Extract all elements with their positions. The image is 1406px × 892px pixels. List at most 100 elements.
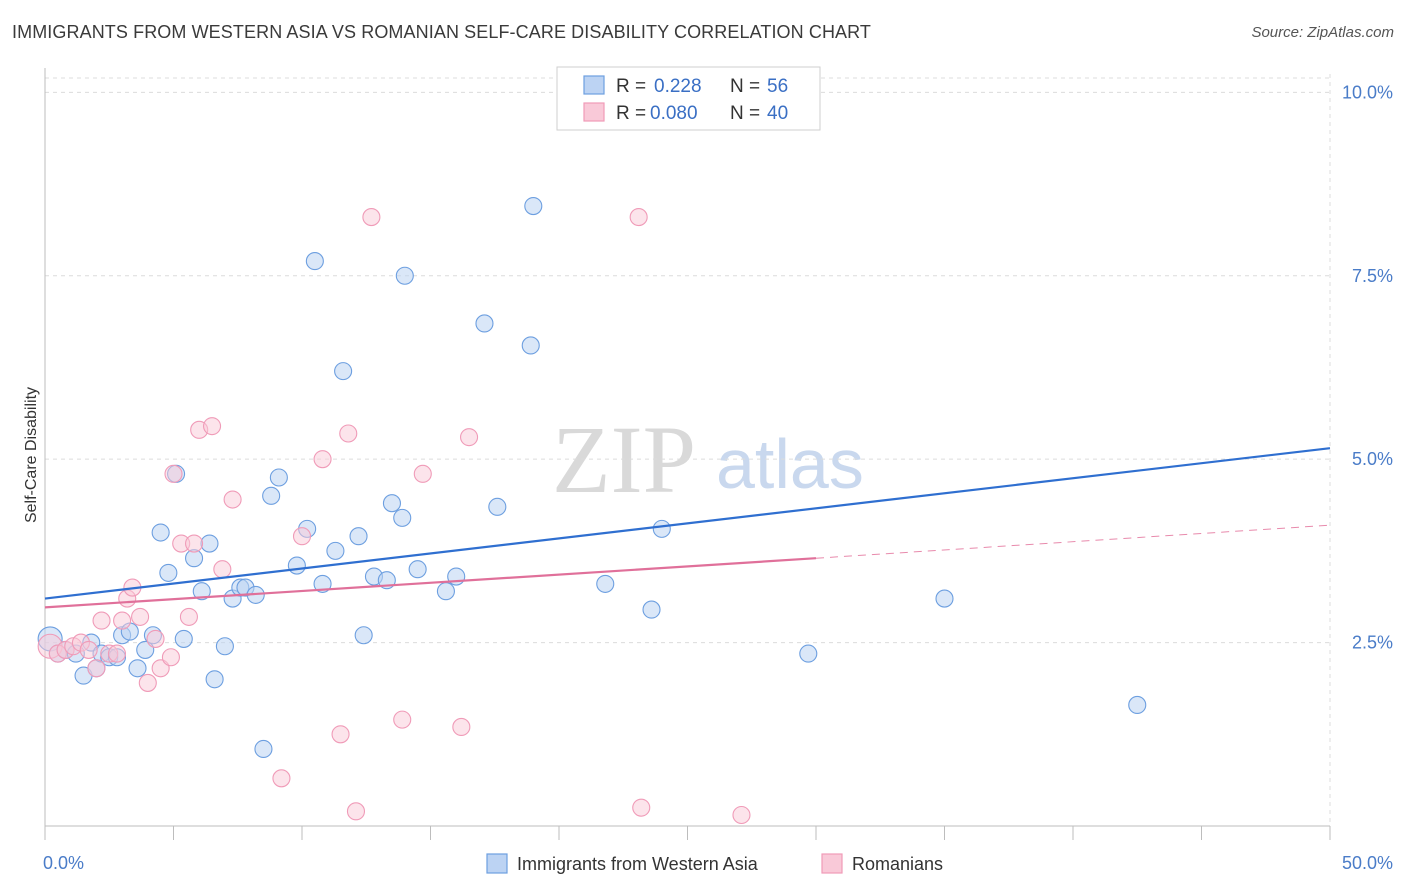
point-romanians-23 — [203, 417, 222, 436]
point-western-asia-45 — [436, 582, 455, 601]
legend-swatch-pink — [583, 102, 605, 122]
bottom-legend: Immigrants from Western Asia Romanians — [486, 853, 943, 874]
point-western-asia-34 — [313, 574, 332, 593]
point-western-asia-16 — [159, 563, 178, 582]
point-romanians-38 — [632, 798, 651, 817]
point-romanians-7 — [92, 611, 111, 630]
legend-n-value-pink: 40 — [767, 103, 788, 124]
svg-text:R = 0.228 N =: R = 0.228 N = 56 — [616, 76, 788, 97]
point-western-asia-15 — [151, 523, 170, 542]
point-romanians-21 — [185, 534, 204, 553]
point-romanians-29 — [331, 725, 350, 744]
point-romanians-15 — [146, 629, 165, 648]
data-points — [37, 197, 1147, 825]
point-western-asia-36 — [334, 362, 353, 381]
point-western-asia-35 — [326, 541, 345, 560]
point-western-asia-29 — [262, 486, 281, 505]
tick-labels: 2.5% 5.0% 7.5% 10.0% 0.0% 50.0% — [43, 82, 1393, 873]
point-western-asia-12 — [128, 659, 147, 678]
y-tick-label-3: 10.0% — [1342, 82, 1393, 102]
watermark-atlas: atlas — [716, 425, 864, 503]
point-romanians-35 — [452, 717, 471, 737]
legend-r-value-pink: 0.080 — [650, 103, 698, 124]
point-western-asia-44 — [408, 560, 427, 579]
point-romanians-28 — [313, 450, 332, 469]
point-western-asia-50 — [524, 197, 543, 216]
point-western-asia-48 — [488, 497, 507, 516]
point-romanians-27 — [292, 527, 312, 546]
point-romanians-10 — [113, 611, 132, 630]
legend-r-value-blue: 0.228 — [654, 76, 702, 97]
bottom-legend-label-blue: Immigrants from Western Asia — [517, 854, 759, 874]
point-western-asia-41 — [382, 494, 402, 513]
axes — [44, 68, 1331, 840]
point-western-asia-30 — [269, 468, 288, 487]
point-romanians-25 — [223, 490, 242, 509]
trend-line-romanians — [44, 557, 817, 609]
point-romanians-30 — [339, 424, 358, 443]
y-axis-label: Self-Care Disability — [23, 387, 40, 523]
point-romanians-39 — [732, 805, 751, 825]
legend-n-label-blue: N = — [730, 76, 765, 97]
point-romanians-17 — [161, 648, 180, 667]
point-western-asia-37 — [349, 527, 368, 546]
bottom-legend-swatch-blue — [486, 853, 508, 874]
point-romanians-37 — [629, 208, 648, 227]
top-legend: R = 0.228 N = 56 R = 0.080 N = 40 — [556, 66, 821, 131]
point-western-asia-22 — [205, 670, 224, 689]
x-tick-label-0: 0.0% — [43, 853, 84, 873]
point-western-asia-54 — [799, 644, 818, 663]
point-romanians-14 — [138, 673, 157, 692]
y-tick-label-1: 5.0% — [1352, 449, 1393, 469]
point-western-asia-42 — [393, 508, 412, 527]
point-romanians-18 — [164, 464, 183, 483]
bottom-legend-swatch-pink — [821, 853, 843, 874]
point-romanians-5 — [79, 640, 98, 659]
point-romanians-9 — [107, 644, 127, 663]
trend-line-western-asia — [44, 447, 1331, 600]
point-romanians-6 — [87, 659, 106, 678]
bottom-legend-label-pink: Romanians — [852, 854, 943, 874]
svg-text:R = 0.080 N =: R = 0.080 N = 40 — [616, 103, 788, 124]
point-western-asia-31 — [287, 556, 306, 575]
legend-swatch-blue — [583, 75, 605, 95]
source-label: Source: ZipAtlas.com — [1251, 24, 1394, 41]
point-romanians-24 — [213, 560, 232, 579]
point-romanians-32 — [362, 208, 381, 227]
legend-r-label-pink: R = — [616, 103, 651, 124]
point-western-asia-20 — [192, 582, 211, 601]
y-tick-label-0: 2.5% — [1352, 633, 1393, 653]
point-western-asia-21 — [200, 534, 219, 553]
chart-title: IMMIGRANTS FROM WESTERN ASIA VS ROMANIAN… — [12, 22, 872, 42]
point-romanians-26 — [272, 769, 291, 788]
point-romanians-33 — [393, 710, 412, 729]
legend-n-label-pink: N = — [730, 103, 765, 124]
point-romanians-34 — [413, 464, 432, 483]
trend-line-romanians-extension — [815, 524, 1331, 559]
legend-n-value-blue: 56 — [767, 76, 788, 97]
point-romanians-31 — [346, 802, 366, 821]
point-western-asia-52 — [642, 600, 661, 619]
point-western-asia-49 — [521, 336, 540, 355]
legend-r-label-blue: R = — [616, 76, 651, 97]
point-romanians-13 — [131, 607, 150, 626]
point-romanians-36 — [459, 428, 479, 447]
point-romanians-20 — [179, 607, 198, 626]
point-western-asia-43 — [395, 266, 414, 285]
x-tick-label-1: 50.0% — [1342, 853, 1393, 873]
point-western-asia-33 — [305, 252, 324, 271]
point-romanians-16 — [151, 659, 170, 678]
point-western-asia-53 — [652, 519, 671, 538]
point-western-asia-13 — [136, 640, 155, 659]
trend-lines — [44, 447, 1331, 609]
point-western-asia-55 — [935, 589, 954, 608]
point-western-asia-51 — [596, 574, 615, 593]
point-western-asia-38 — [354, 626, 373, 645]
point-western-asia-18 — [174, 629, 193, 648]
point-western-asia-56 — [1128, 695, 1147, 714]
y-tick-label-2: 7.5% — [1352, 266, 1393, 286]
point-western-asia-23 — [215, 637, 234, 656]
point-western-asia-47 — [475, 314, 494, 333]
point-western-asia-28 — [254, 739, 273, 759]
